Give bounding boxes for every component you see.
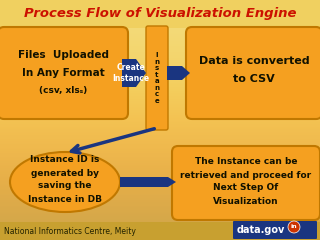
Text: Files  Uploaded: Files Uploaded <box>18 50 108 60</box>
Text: Create
Instance: Create Instance <box>112 63 149 83</box>
Text: saving the: saving the <box>38 181 92 191</box>
Text: Process Flow of Visualization Engine: Process Flow of Visualization Engine <box>24 7 296 20</box>
Text: Instance ID is: Instance ID is <box>30 156 100 164</box>
Text: The Instance can be: The Instance can be <box>195 157 297 167</box>
Text: Instance in DB: Instance in DB <box>28 194 102 204</box>
Text: to CSV: to CSV <box>233 74 275 84</box>
FancyBboxPatch shape <box>0 27 128 119</box>
FancyBboxPatch shape <box>233 221 317 239</box>
Text: (csv, xlsₛ): (csv, xlsₛ) <box>39 86 87 96</box>
FancyArrow shape <box>167 66 190 80</box>
Text: Next Step Of: Next Step Of <box>213 184 279 192</box>
Text: In Any Format: In Any Format <box>22 68 104 78</box>
FancyArrow shape <box>122 59 146 87</box>
Text: Visualization: Visualization <box>213 197 279 205</box>
Text: I
n
s
t
a
n
c
e: I n s t a n c e <box>155 52 159 104</box>
FancyBboxPatch shape <box>0 0 320 28</box>
Circle shape <box>288 221 300 233</box>
FancyBboxPatch shape <box>186 27 320 119</box>
Text: Data is converted: Data is converted <box>199 56 309 66</box>
FancyArrow shape <box>120 177 176 187</box>
Text: retrieved and proceed for: retrieved and proceed for <box>180 170 312 180</box>
Text: generated by: generated by <box>31 168 99 178</box>
FancyBboxPatch shape <box>0 222 320 240</box>
Ellipse shape <box>10 152 120 212</box>
Text: in: in <box>291 224 297 229</box>
Text: National Informatics Centre, Meity: National Informatics Centre, Meity <box>4 227 136 235</box>
Text: data.gov: data.gov <box>237 225 285 235</box>
FancyBboxPatch shape <box>146 26 168 130</box>
FancyBboxPatch shape <box>172 146 320 220</box>
